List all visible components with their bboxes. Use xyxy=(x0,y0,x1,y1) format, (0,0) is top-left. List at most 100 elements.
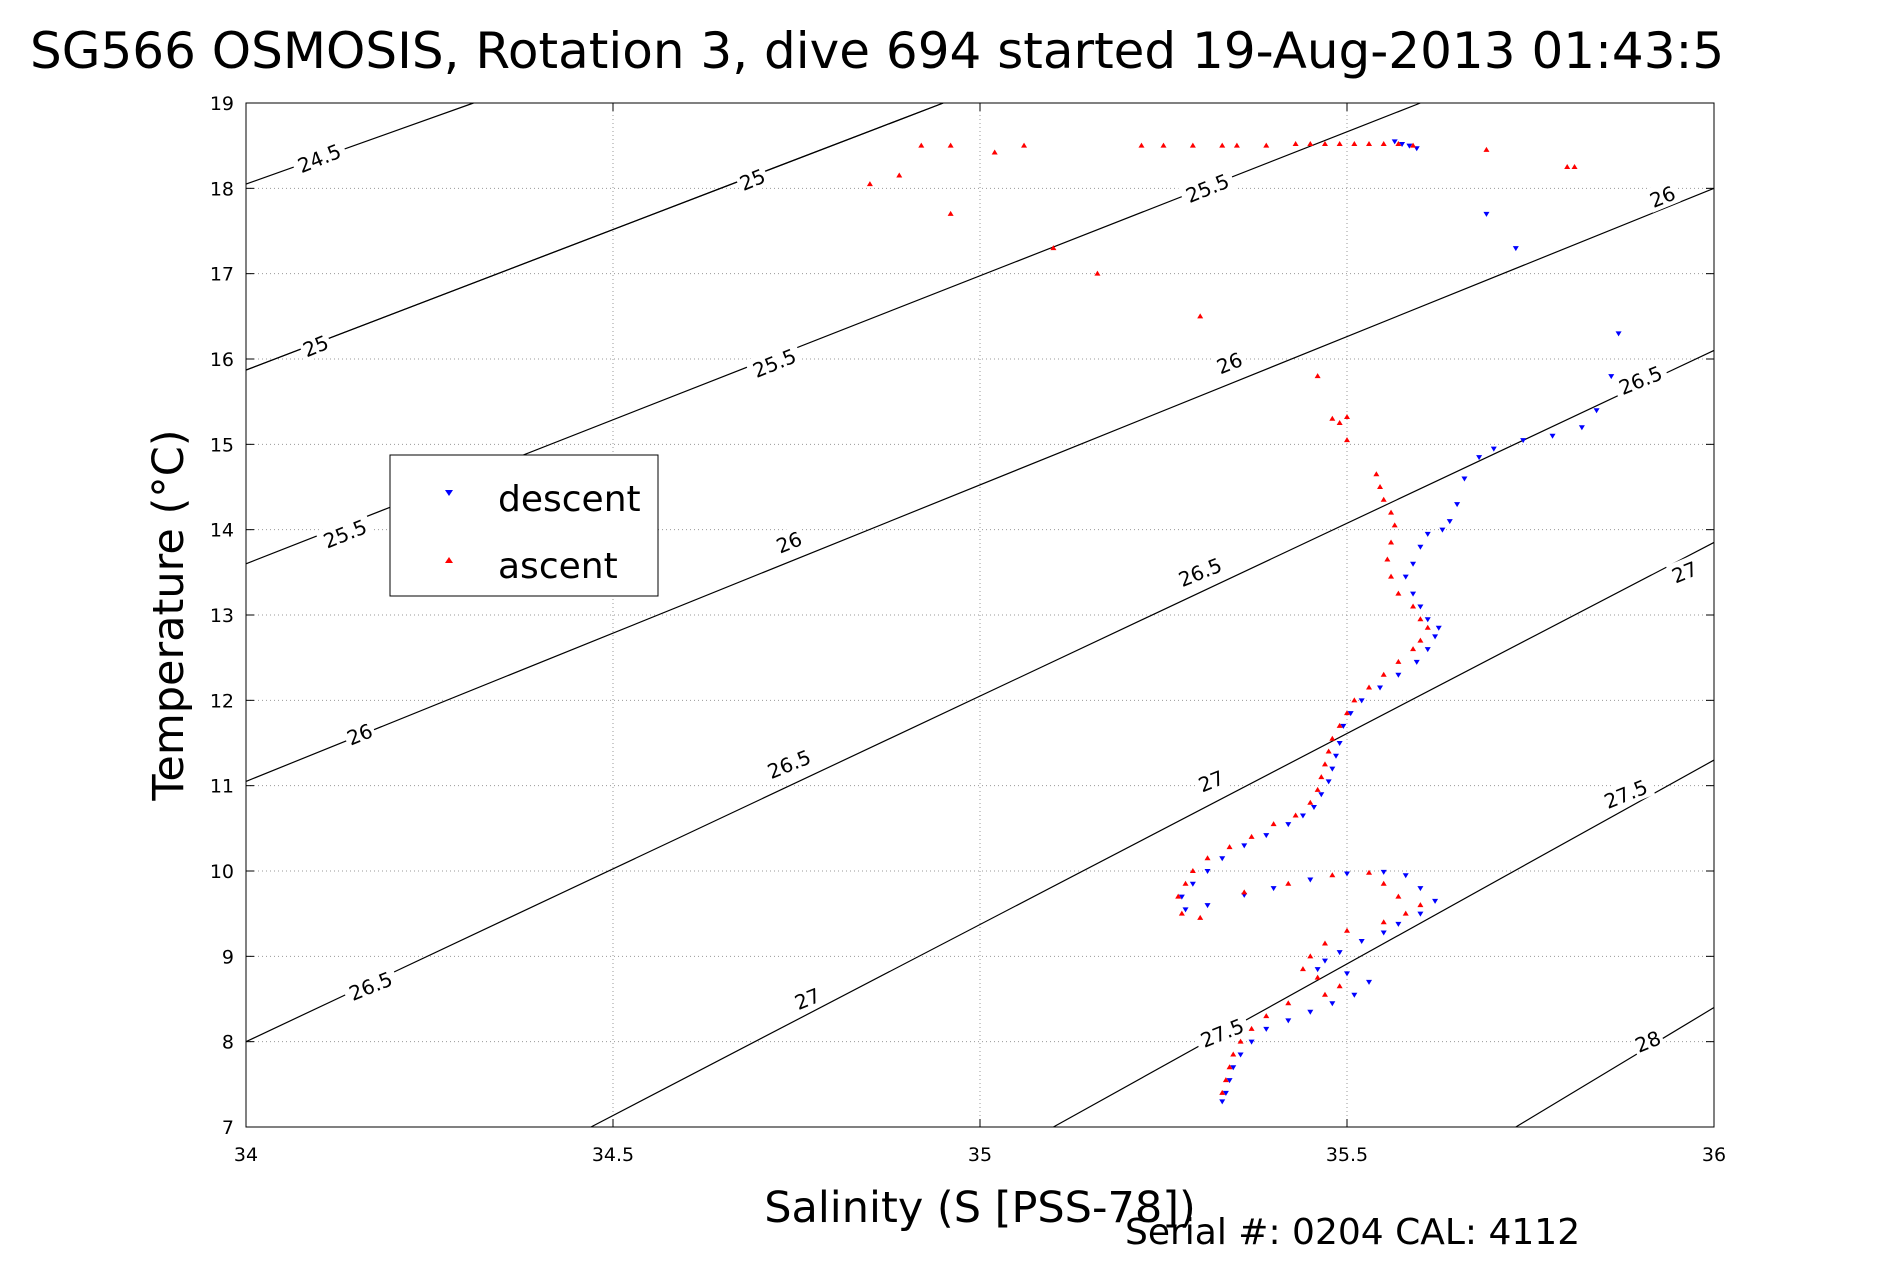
ascent-point xyxy=(1564,164,1571,169)
y-tick-label: 10 xyxy=(210,861,234,883)
descent-point xyxy=(1299,813,1306,819)
y-axis-label: Temperature (°C) xyxy=(144,429,194,801)
descent-point xyxy=(1237,1052,1244,1058)
ascent-point xyxy=(1226,844,1233,850)
ascent-point xyxy=(1395,590,1402,596)
ascent-point xyxy=(1050,245,1057,251)
ascent-point xyxy=(1307,799,1314,805)
descent-point xyxy=(1204,869,1211,874)
descent-point xyxy=(1219,1099,1226,1105)
descent-point xyxy=(1230,1065,1237,1071)
ascent-point xyxy=(1395,140,1402,146)
descent-point xyxy=(1417,544,1424,550)
ascent-point xyxy=(866,181,873,187)
descent-point xyxy=(1461,476,1468,482)
descent-point xyxy=(1520,438,1527,444)
descent-point xyxy=(1377,685,1384,691)
ascent-point xyxy=(1226,1064,1233,1070)
ascent-point xyxy=(947,142,954,148)
contour-label-bg xyxy=(1192,763,1230,798)
descent-point xyxy=(1432,634,1439,640)
ascent-point xyxy=(1410,603,1417,609)
legend-box xyxy=(389,454,659,597)
contour-label-bg xyxy=(759,742,819,785)
descent-point xyxy=(1424,531,1431,537)
ascent-point xyxy=(1410,646,1417,652)
descent-point xyxy=(1380,869,1387,875)
ascent-point xyxy=(1321,940,1328,946)
descent-point xyxy=(1483,211,1490,217)
contour-label-bg xyxy=(296,328,334,363)
descent-point xyxy=(1432,898,1439,904)
descent-point xyxy=(1310,805,1317,810)
x-axis-label: Salinity (S [PSS-78]) xyxy=(764,1183,1196,1233)
descent-point xyxy=(1366,979,1373,985)
serial-cal-label: Serial #: 0204 CAL: 4112 xyxy=(1125,1212,1580,1253)
ascent-point xyxy=(1241,889,1248,895)
contour-label-bg xyxy=(315,511,375,555)
density-contours xyxy=(245,102,1715,1128)
descent-point xyxy=(1439,527,1446,533)
descent-point xyxy=(1178,894,1185,900)
descent-point xyxy=(1446,519,1453,525)
ascent-point xyxy=(1204,855,1211,861)
descent-point xyxy=(1307,1009,1314,1015)
ascent-point xyxy=(1373,471,1380,477)
y-tick-label: 18 xyxy=(210,178,234,200)
ascent-point xyxy=(1366,684,1373,690)
ascent-point xyxy=(1219,1089,1226,1095)
contour-label-bg xyxy=(1629,1023,1666,1058)
descent-point xyxy=(1476,455,1483,461)
descent-point xyxy=(1285,822,1292,828)
contour-label-bg xyxy=(1210,345,1248,380)
contour-label-bg xyxy=(733,162,771,196)
descent-point xyxy=(1417,604,1424,610)
contour-label-bg xyxy=(1177,166,1237,209)
contour-label-bg xyxy=(1192,1010,1252,1054)
y-tick-label: 11 xyxy=(210,776,234,798)
ascent-point xyxy=(1366,869,1373,875)
legend-descent-marker xyxy=(445,490,453,496)
ascent-point xyxy=(1270,821,1277,827)
y-tick-label: 7 xyxy=(222,1117,234,1139)
ascent-point xyxy=(1395,893,1402,899)
ascent-point xyxy=(1388,509,1395,515)
ascent-point xyxy=(1285,1000,1292,1006)
descent-point xyxy=(1380,930,1387,936)
density-contour-label: 26 xyxy=(770,524,808,558)
ascent-point xyxy=(947,210,954,216)
legend-ascent-marker xyxy=(445,557,453,563)
ascent-point xyxy=(1391,522,1398,528)
descent-point xyxy=(1329,1001,1336,1007)
contour-label-bg xyxy=(1665,554,1703,589)
descent-point xyxy=(1318,792,1325,798)
descent-point xyxy=(1410,561,1417,567)
descent-point xyxy=(1307,877,1314,883)
descent-point xyxy=(1226,1078,1233,1084)
ascent-point xyxy=(1321,991,1328,997)
ascent-point xyxy=(1417,637,1424,643)
descent-point xyxy=(1336,741,1343,746)
x-tick-label: 36 xyxy=(1702,1144,1726,1166)
ascent-point xyxy=(1314,974,1321,980)
ascent-point xyxy=(1329,872,1336,878)
descent-point xyxy=(1182,907,1189,913)
contour-label-bg xyxy=(1596,771,1656,815)
y-tick-label: 12 xyxy=(210,690,234,712)
ascent-point xyxy=(1424,624,1431,630)
ascent-point xyxy=(1299,966,1306,972)
descent-point xyxy=(1340,723,1347,729)
ascent-point xyxy=(1388,539,1395,545)
ascent-series xyxy=(866,140,1578,1095)
descent-point xyxy=(1615,331,1622,337)
contour-label-bg xyxy=(340,963,400,1007)
descent-point xyxy=(1399,141,1406,147)
ascent-point xyxy=(1336,722,1343,728)
ascent-point xyxy=(1237,1038,1244,1044)
ascent-point xyxy=(1219,142,1226,148)
ascent-point xyxy=(1384,556,1391,562)
contour-label-bg xyxy=(1170,550,1230,593)
ascent-point xyxy=(1321,140,1328,146)
descent-point xyxy=(1332,753,1339,759)
ascent-point xyxy=(1222,1077,1229,1083)
